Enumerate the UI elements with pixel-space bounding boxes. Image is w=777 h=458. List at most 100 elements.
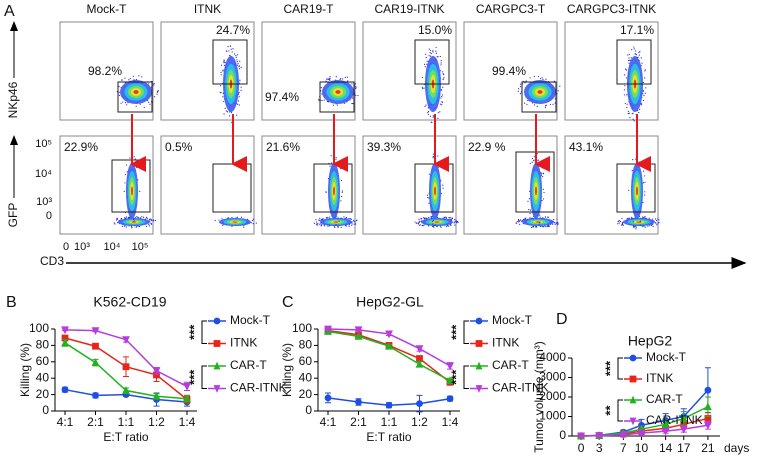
gate: [212, 39, 248, 85]
event-dot: [136, 215, 138, 218]
event-dot: [230, 111, 233, 114]
event-dot: [238, 104, 240, 106]
event-dot: [547, 226, 549, 228]
significance-bracket: [201, 320, 207, 344]
event-dot: [442, 73, 444, 75]
event-dot: [441, 101, 443, 103]
event-dot: [542, 78, 544, 81]
data-point: [122, 336, 130, 345]
event-dot: [355, 86, 357, 88]
data-point: [61, 334, 69, 342]
event-dot: [626, 106, 628, 109]
event-dot: [444, 217, 446, 219]
event-dot: [437, 155, 439, 157]
significance-label: ***: [448, 369, 463, 385]
legend-label: Mock-T: [230, 313, 271, 327]
event-dot: [559, 85, 561, 87]
data-point: [385, 330, 393, 339]
event-dot: [557, 221, 559, 223]
event-dot: [432, 116, 434, 118]
event-dot: [638, 51, 640, 53]
event-dot: [223, 100, 225, 103]
significance-bracket: [617, 399, 623, 422]
event-dot: [156, 93, 158, 95]
event-dot: [138, 225, 141, 227]
event-dot: [152, 219, 155, 221]
event-dot: [632, 159, 634, 161]
event-dot: [323, 99, 325, 101]
event-dot: [252, 223, 254, 225]
event-dot: [448, 217, 450, 219]
legend-marker: [475, 385, 483, 393]
event-dot: [431, 121, 433, 124]
x-tick-label: 0: [578, 441, 585, 455]
event-dot: [424, 63, 426, 65]
event-dot: [644, 226, 646, 228]
x-tick-label: 1:1: [381, 415, 398, 429]
event-dot: [150, 218, 152, 221]
event-dot: [153, 82, 155, 85]
gate: [521, 81, 557, 113]
panel-label: C: [282, 294, 294, 311]
event-dot: [622, 224, 624, 226]
event-dot: [455, 219, 457, 221]
event-dot: [125, 216, 128, 218]
event-dot: [529, 77, 531, 79]
significance-label: ***: [602, 360, 617, 376]
event-dot: [538, 223, 540, 225]
event-dot: [649, 224, 651, 227]
event-dot: [418, 221, 420, 224]
y-tick-label: 0: [305, 403, 312, 417]
event-dot: [347, 80, 349, 82]
data-point: [122, 386, 130, 394]
event-dot: [542, 172, 544, 174]
event-dot: [429, 49, 432, 52]
event-dot: [519, 86, 522, 88]
plot-frame: [160, 135, 255, 235]
data-point: [324, 394, 332, 402]
event-dot: [656, 224, 658, 226]
event-dot: [315, 219, 317, 221]
event-dot: [643, 217, 645, 219]
event-dot: [351, 83, 353, 85]
event-dot: [342, 78, 344, 80]
x-tick-label: 1:4: [442, 415, 459, 429]
event-dot: [331, 162, 333, 164]
plot-frame: [362, 21, 457, 121]
density: [434, 221, 440, 223]
event-dot: [539, 78, 542, 80]
event-dot: [220, 64, 223, 66]
event-dot: [233, 53, 236, 55]
x-tick-label: 14: [659, 441, 673, 455]
event-dot: [435, 46, 437, 49]
event-dot: [442, 71, 444, 73]
density: [535, 186, 537, 196]
event-dot: [219, 85, 222, 87]
data-point: [679, 425, 688, 434]
data-point: [355, 398, 362, 406]
cd3-tick-label: 0: [63, 241, 69, 253]
event-dot: [423, 87, 425, 89]
event-dot: [635, 50, 637, 52]
event-dot: [621, 222, 624, 224]
event-dot: [223, 61, 225, 64]
event-dot: [125, 226, 127, 228]
event-dot: [427, 113, 430, 116]
event-dot: [428, 48, 430, 50]
event-dot: [542, 217, 544, 219]
event-dot: [543, 191, 545, 194]
event-dot: [644, 70, 646, 72]
event-dot: [226, 111, 229, 113]
event-dot: [426, 63, 428, 65]
event-dot: [430, 217, 432, 219]
x-tick-label: 1:1: [118, 415, 135, 429]
event-dot: [317, 224, 319, 226]
event-dot: [440, 59, 442, 62]
event-dot: [441, 94, 444, 96]
event-dot: [214, 219, 216, 222]
event-dot: [539, 216, 541, 218]
event-dot: [536, 105, 538, 107]
event-dot: [236, 114, 238, 116]
event-dot: [540, 172, 542, 174]
event-dot: [329, 79, 331, 81]
